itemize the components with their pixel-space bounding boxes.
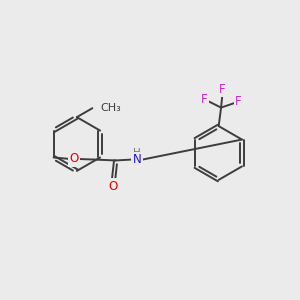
Text: O: O (69, 152, 79, 166)
Text: H: H (133, 148, 141, 158)
Text: N: N (133, 153, 142, 166)
Text: F: F (219, 82, 226, 96)
Text: O: O (109, 180, 118, 193)
Text: CH₃: CH₃ (101, 103, 122, 113)
Text: F: F (201, 93, 208, 106)
Text: F: F (235, 94, 242, 107)
